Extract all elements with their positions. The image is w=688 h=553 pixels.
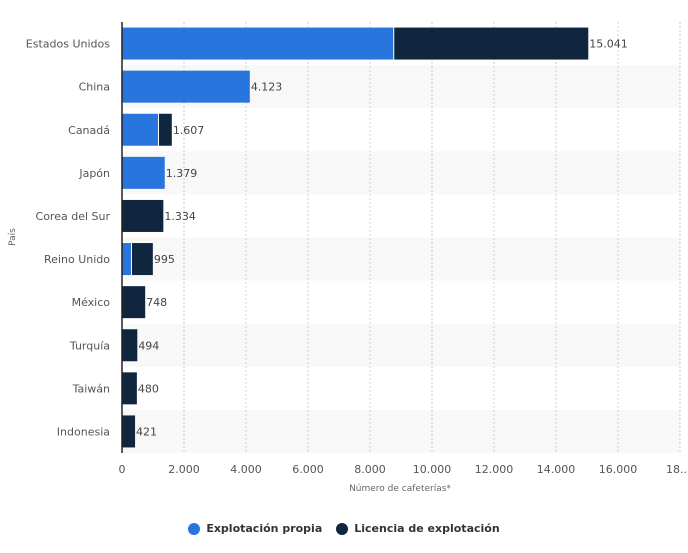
data-label: 1.607 [173,124,205,137]
data-label: 480 [138,382,159,395]
bar-licencia [122,415,136,448]
bar-licencia [131,243,153,276]
data-label: 1.379 [166,167,198,180]
x-tick-label: 14.000 [537,463,576,476]
row-band [122,323,680,367]
y-category-label: Corea del Sur [36,210,111,223]
x-tick-label: 16.000 [599,463,638,476]
bar-licencia [122,329,138,362]
bar-explotacion-propia [122,156,165,189]
x-tick-label: 6.000 [292,463,324,476]
row-band [122,409,680,453]
x-tick-label: 10.000 [413,463,452,476]
x-tick-label: 8.000 [354,463,386,476]
bar-explotacion-propia [122,70,250,103]
y-category-label: China [79,81,110,94]
y-axis-title: País [8,228,18,246]
bar-explotacion-propia [122,243,131,276]
y-category-label: Indonesia [57,425,110,438]
bar-explotacion-propia [122,113,158,146]
x-tick-label: 12.000 [475,463,514,476]
y-category-label: Taiwán [72,382,110,395]
x-tick-label: 0 [119,463,126,476]
row-band [122,237,680,281]
stacked-bar-chart: 0 2.000 4.000 6.000 8.000 10.000 12.000 14.000 1… [8,22,688,494]
data-label: 4.123 [251,81,282,94]
legend-item-licencia[interactable]: Licencia de explotación [336,522,500,535]
bar-licencia [122,199,164,232]
bar-licencia [122,286,146,319]
row-band [122,151,680,195]
data-label: 421 [136,425,157,438]
x-axis-title: Número de cafeterías* [349,484,451,494]
legend-dot-icon [336,522,349,535]
data-label: 995 [154,253,175,266]
y-category-label: Japón [78,167,110,180]
legend: Explotación propia Licencia de explotaci… [0,522,688,535]
legend-label: Explotación propia [206,522,323,535]
bar-licencia [122,372,137,405]
y-category-label: Estados Unidos [26,38,110,51]
x-tick-label: 4.000 [230,463,262,476]
legend-item-explotacion-propia[interactable]: Explotación propia [188,522,322,535]
x-tick-label: 2.000 [168,463,200,476]
x-tick-label: 18.... [666,463,688,476]
data-label: 748 [146,296,167,309]
bar-licencia [158,113,172,146]
y-category-label: México [72,296,111,309]
y-category-label: Turquía [69,339,110,352]
data-label: 1.334 [164,210,196,223]
bar-explotacion-propia [122,27,394,60]
bar-licencia [394,27,589,60]
y-category-label: Canadá [68,124,110,137]
y-category-label: Reino Unido [44,253,110,266]
legend-dot-icon [188,522,201,535]
data-label: 494 [138,339,159,352]
data-label: 15.041 [589,38,628,51]
legend-label: Licencia de explotación [354,522,500,535]
